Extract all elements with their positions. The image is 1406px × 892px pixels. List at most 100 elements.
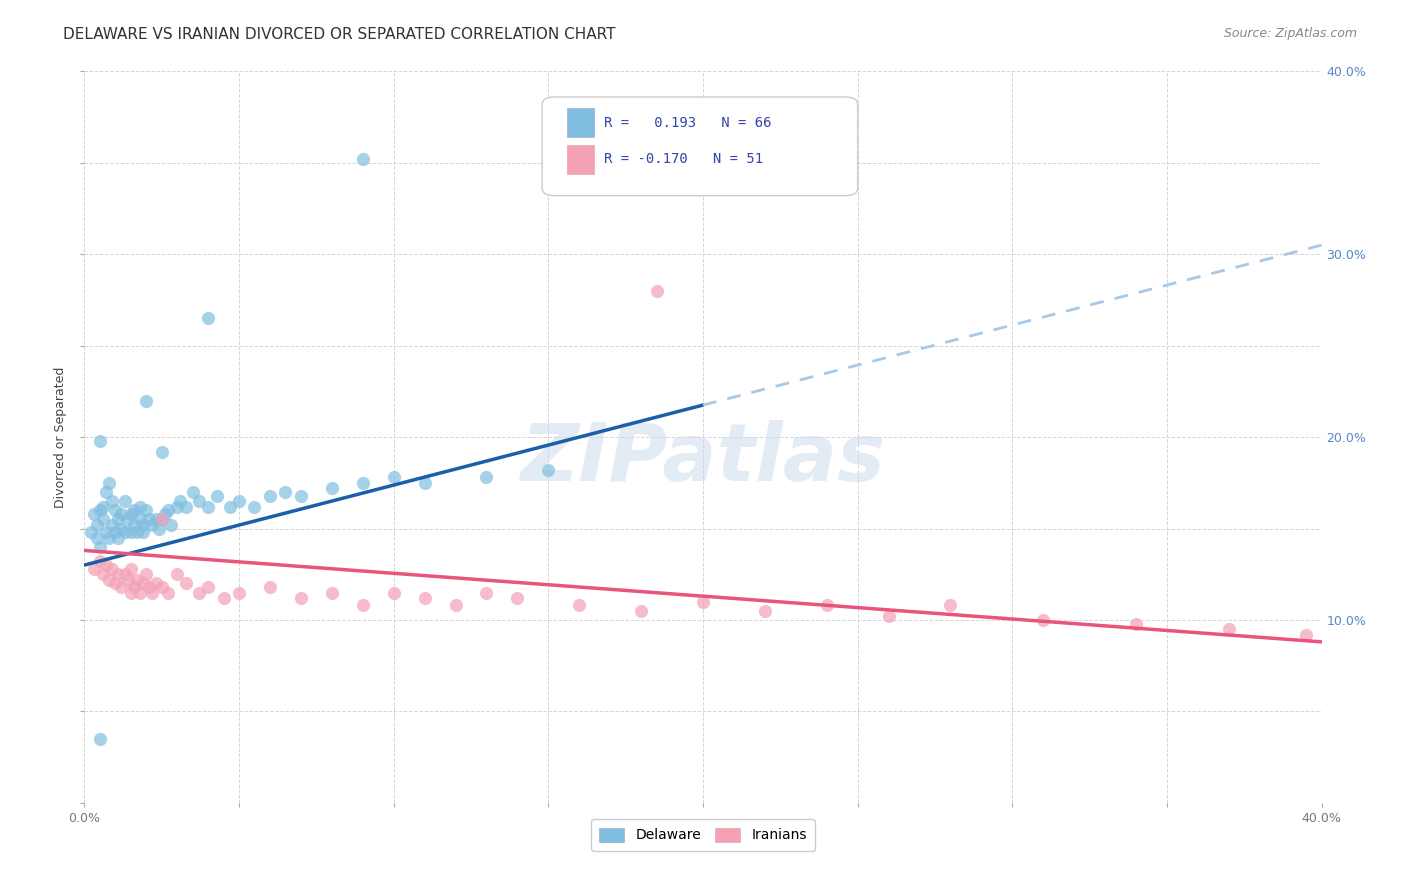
Point [86, 517, 108, 532]
Point [1125, 616, 1147, 631]
Point [1295, 627, 1317, 641]
Point [135, 567, 157, 582]
Point [132, 525, 155, 540]
Point [176, 500, 198, 514]
Point [352, 152, 374, 166]
Point [321, 585, 343, 599]
Point [122, 503, 145, 517]
Point [352, 475, 374, 490]
Point [120, 525, 142, 540]
Point [197, 580, 219, 594]
Point [104, 503, 127, 517]
Point [568, 599, 591, 613]
Point [506, 591, 529, 605]
Point [138, 580, 160, 594]
Point [187, 494, 209, 508]
Point [815, 599, 838, 613]
Point [132, 576, 155, 591]
Point [114, 567, 136, 582]
Point [413, 591, 436, 605]
Point [156, 503, 179, 517]
Point [107, 567, 129, 582]
Point [228, 494, 250, 508]
Y-axis label: Divorced or Separated: Divorced or Separated [53, 367, 67, 508]
Point [91, 567, 114, 582]
Text: Source: ZipAtlas.com: Source: ZipAtlas.com [1223, 27, 1357, 40]
Point [89, 434, 111, 448]
Point [98, 573, 121, 587]
Point [645, 284, 668, 298]
Point [181, 485, 204, 500]
Point [107, 512, 129, 526]
Point [413, 475, 436, 490]
Point [166, 500, 188, 514]
Point [444, 599, 467, 613]
Point [89, 503, 111, 517]
Point [114, 494, 136, 508]
Point [91, 500, 114, 514]
Point [352, 599, 374, 613]
Point [166, 567, 188, 582]
Point [132, 517, 155, 532]
Point [94, 485, 117, 500]
Text: R = -0.170   N = 51: R = -0.170 N = 51 [605, 153, 763, 166]
Point [79, 525, 101, 540]
Point [117, 512, 139, 526]
Point [197, 311, 219, 326]
Point [630, 604, 652, 618]
Point [877, 609, 900, 624]
Point [475, 585, 498, 599]
Point [176, 576, 198, 591]
Point [101, 562, 124, 576]
Point [94, 525, 117, 540]
Point [148, 521, 170, 535]
Point [83, 562, 105, 576]
Point [537, 463, 560, 477]
Point [754, 604, 776, 618]
Point [290, 489, 312, 503]
Point [145, 512, 167, 526]
Point [89, 554, 111, 568]
Point [125, 525, 148, 540]
Point [135, 503, 157, 517]
Point [475, 470, 498, 484]
Point [150, 580, 173, 594]
Point [129, 512, 152, 526]
Point [207, 489, 229, 503]
Point [138, 512, 160, 526]
Point [110, 580, 132, 594]
Point [259, 580, 281, 594]
Point [187, 585, 209, 599]
Point [120, 585, 142, 599]
Point [114, 525, 136, 540]
Point [169, 494, 191, 508]
Point [129, 585, 152, 599]
Point [197, 500, 219, 514]
Point [243, 500, 266, 514]
Point [274, 485, 297, 500]
Point [98, 531, 121, 545]
Point [1218, 622, 1240, 636]
Point [104, 576, 127, 591]
Point [382, 585, 405, 599]
Point [120, 507, 142, 521]
Point [83, 507, 105, 521]
Point [86, 531, 108, 545]
Point [150, 512, 173, 526]
Point [141, 585, 163, 599]
Text: R =   0.193   N = 66: R = 0.193 N = 66 [605, 116, 772, 129]
Point [382, 470, 405, 484]
Point [259, 489, 281, 503]
Point [153, 507, 176, 521]
Point [89, 540, 111, 554]
Point [101, 517, 124, 532]
Point [160, 517, 183, 532]
Bar [567, 145, 595, 174]
Point [107, 531, 129, 545]
Point [321, 481, 343, 495]
Point [125, 573, 148, 587]
Point [228, 585, 250, 599]
Point [1032, 613, 1054, 627]
Text: DELAWARE VS IRANIAN DIVORCED OR SEPARATED CORRELATION CHART: DELAWARE VS IRANIAN DIVORCED OR SEPARATE… [63, 27, 616, 42]
Point [94, 558, 117, 573]
